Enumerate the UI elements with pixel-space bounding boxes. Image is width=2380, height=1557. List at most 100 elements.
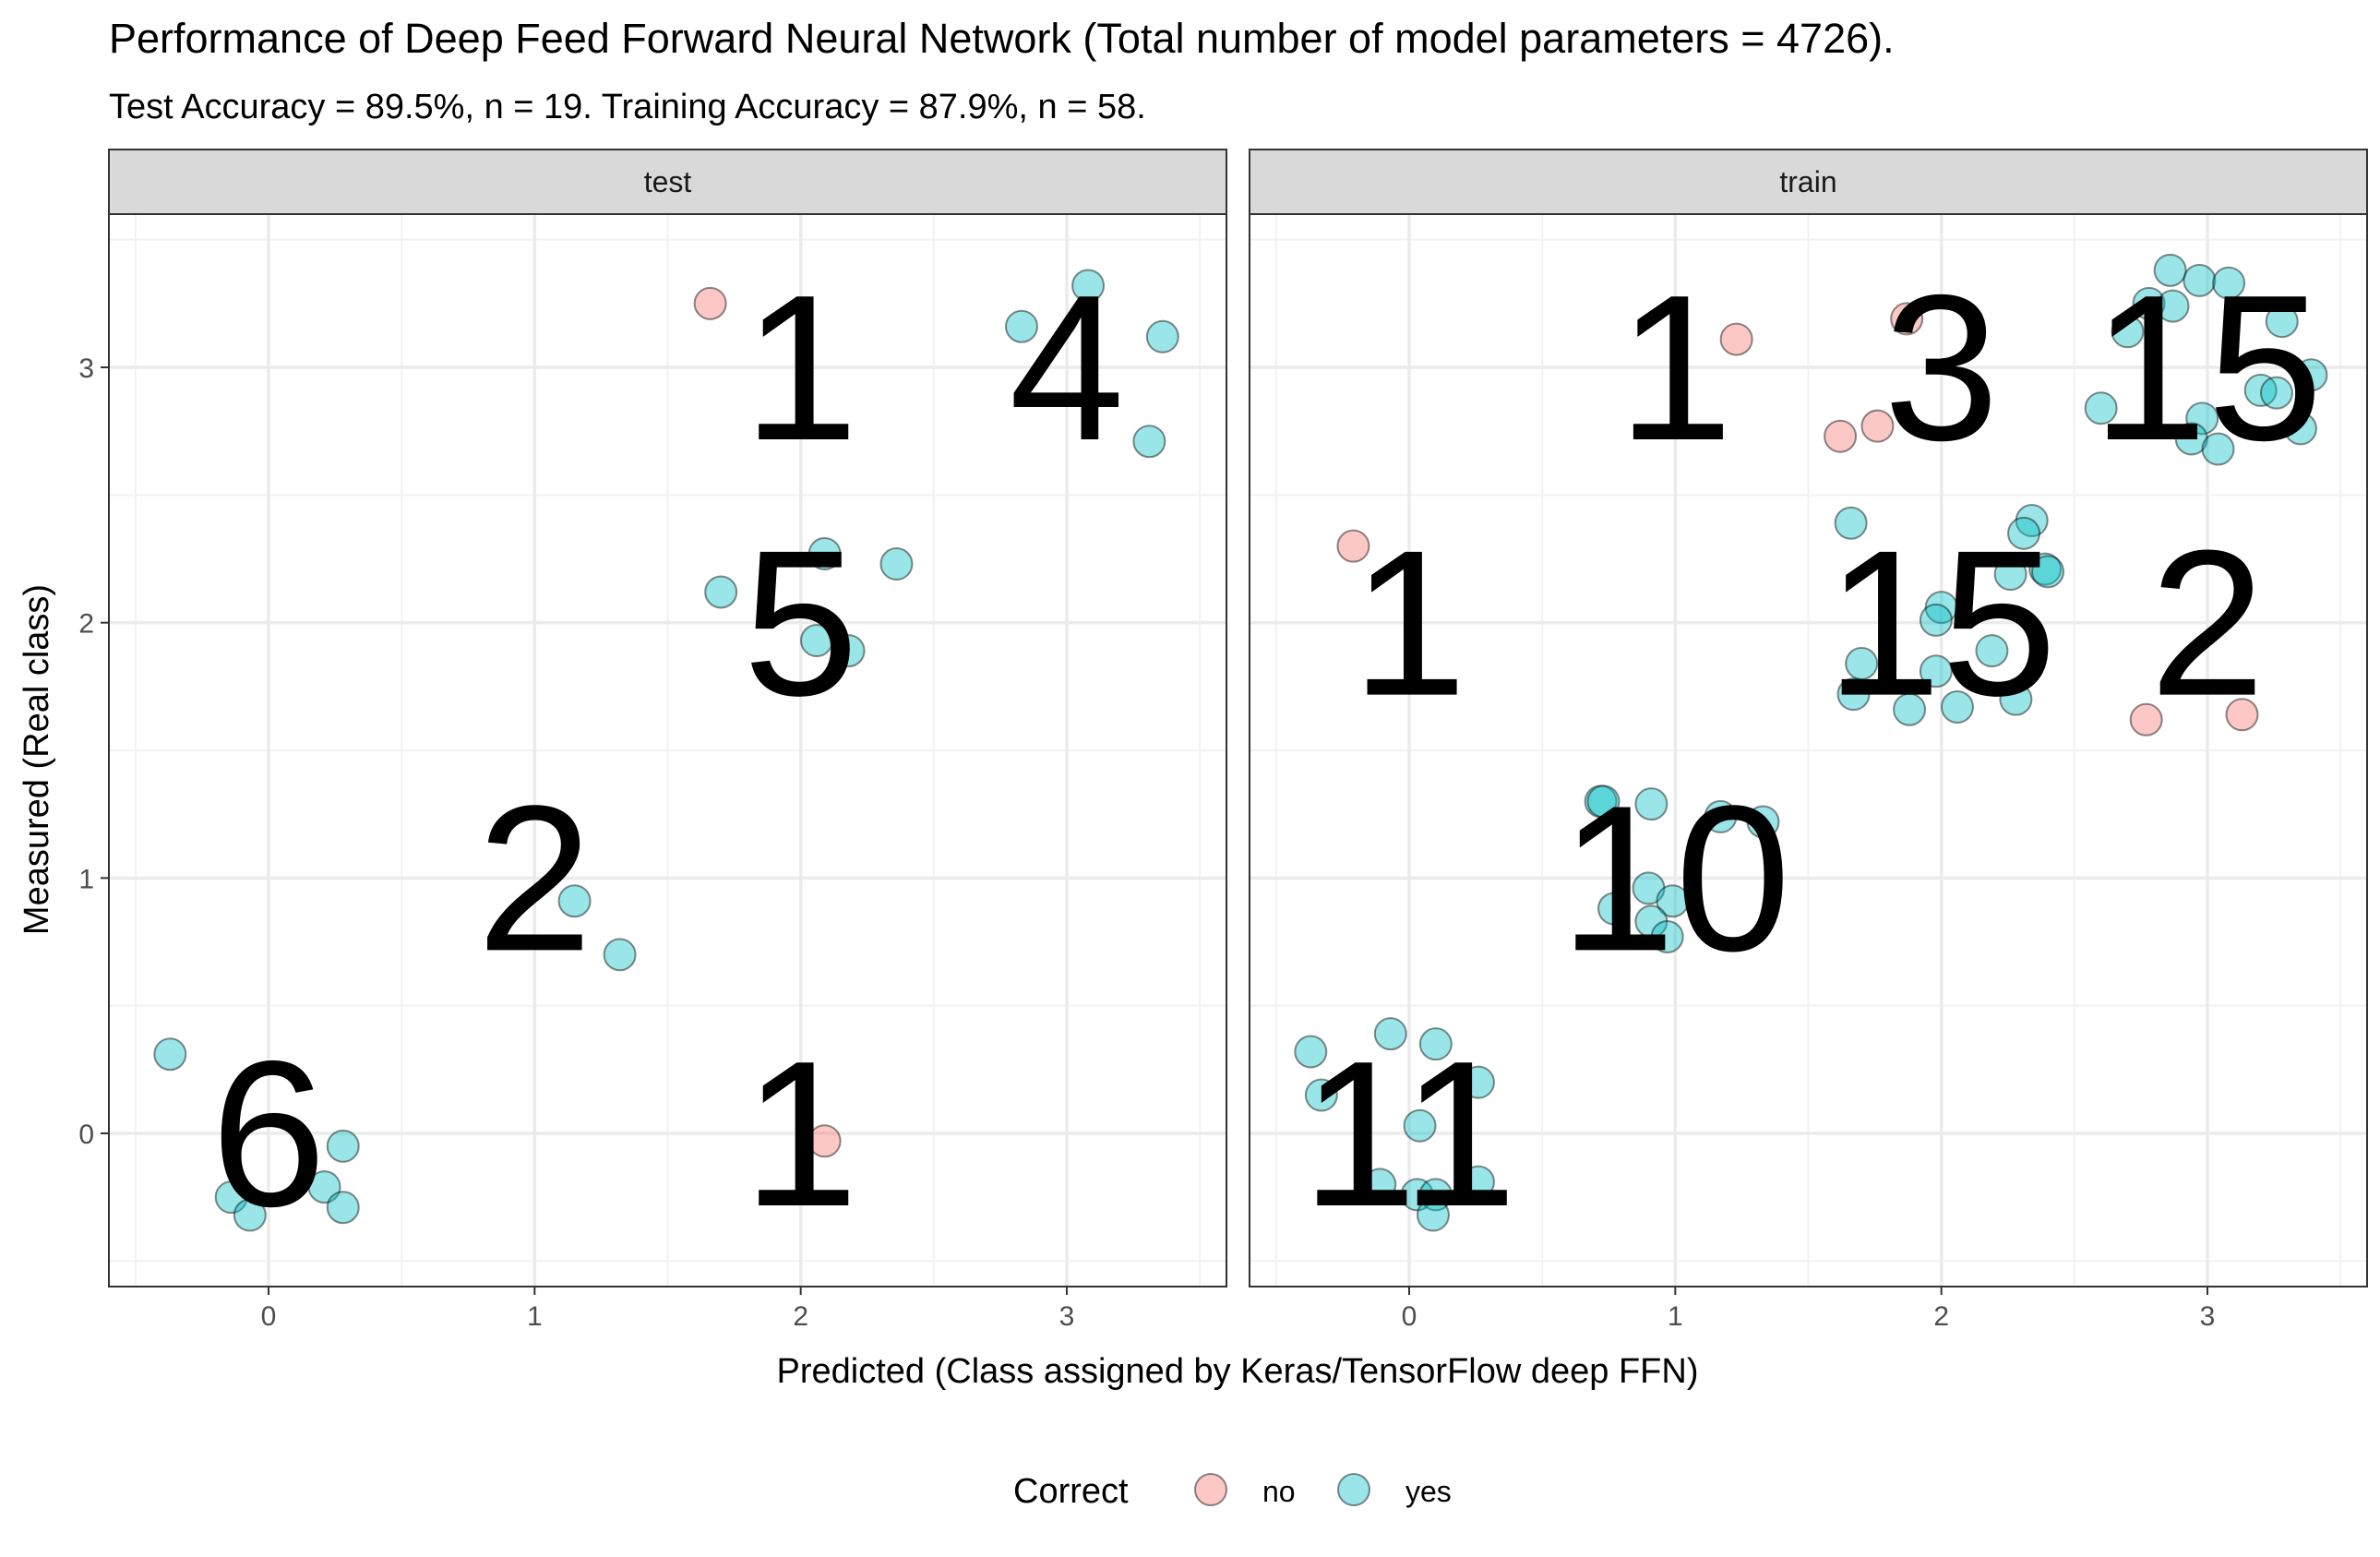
legend-title: Correct <box>1013 1472 1129 1511</box>
data-point-yes <box>2265 305 2299 339</box>
legend-key-yes <box>1337 1473 1370 1506</box>
data-point-yes <box>1919 654 1953 689</box>
x-tick-label: 2 <box>793 1301 808 1332</box>
data-point-no <box>1860 409 1895 443</box>
count-label: 10 <box>1560 761 1790 994</box>
data-point-yes <box>603 938 637 972</box>
data-point-yes <box>1746 805 1780 839</box>
x-tick-label: 2 <box>1933 1301 1949 1332</box>
data-point-yes <box>1416 1198 1450 1232</box>
data-point-yes <box>1418 1178 1453 1212</box>
facet-strip-label: test <box>644 165 692 198</box>
data-point-yes <box>326 1129 360 1163</box>
facet-strip <box>108 149 1227 215</box>
facet-strip-label: train <box>1779 165 1836 198</box>
data-point-no <box>1336 529 1370 563</box>
x-tick-label: 1 <box>1668 1301 1683 1332</box>
data-point-yes <box>1634 787 1668 821</box>
data-point-yes <box>1304 1078 1338 1112</box>
y-tick-label: 3 <box>78 353 94 384</box>
data-point-yes <box>2212 266 2246 300</box>
y-tick-label: 2 <box>78 609 94 640</box>
data-point-yes <box>1597 892 1632 926</box>
data-point-yes <box>1940 689 1974 724</box>
major-gridlines <box>1250 214 2367 1287</box>
x-axis-ticks: 0 1 2 3 <box>1402 1287 2216 1332</box>
data-point-yes <box>2259 376 2293 410</box>
data-point-yes <box>2084 391 2118 425</box>
x-tick-label: 3 <box>2200 1301 2216 1332</box>
data-point-yes <box>1993 557 2027 592</box>
y-axis-ticks: 0 1 2 3 <box>78 353 109 1150</box>
x-tick-label: 1 <box>527 1301 543 1332</box>
data-point-yes <box>233 1198 267 1232</box>
data-point-yes <box>799 624 833 658</box>
data-point-yes <box>2201 432 2235 466</box>
data-point-yes <box>2156 289 2190 323</box>
data-point-yes <box>2015 504 2049 537</box>
count-label: 1 <box>1618 251 1733 484</box>
count-label: 11 <box>1301 1017 1517 1250</box>
data-point-yes <box>1584 784 1618 819</box>
data-point-yes <box>1924 591 1958 625</box>
panel-border <box>108 213 1227 1288</box>
count-label: 1 <box>743 1017 858 1250</box>
y-tick-label: 0 <box>78 1120 94 1150</box>
data-point-yes <box>2174 422 2208 456</box>
count-label: 2 <box>477 761 592 994</box>
legend-key-no <box>1194 1473 1227 1506</box>
data-point-yes <box>1704 799 1738 833</box>
x-axis-ticks: 0 1 2 3 <box>261 1287 1074 1332</box>
data-point-yes <box>1975 634 2009 668</box>
chart-subtitle: Test Accuracy = 89.5%, n = 19. Training … <box>109 88 1146 126</box>
data-point-yes <box>2183 263 2217 297</box>
data-point-yes <box>807 536 842 570</box>
data-point-yes <box>2243 373 2278 407</box>
major-gridlines <box>109 214 1226 1287</box>
count-label: 15 <box>1826 507 2057 739</box>
legend-label-no: no <box>1262 1475 1296 1508</box>
data-point-yes <box>1656 884 1690 918</box>
data-point-yes <box>1461 1165 1495 1199</box>
legend-entry-no: no <box>1194 1473 1296 1508</box>
data-point-yes <box>2185 401 2219 436</box>
data-point-yes <box>214 1180 248 1215</box>
data-point-no <box>1824 419 1858 453</box>
data-point-yes <box>1403 1108 1437 1143</box>
data-point-yes <box>1836 677 1871 712</box>
chart-title: Performance of Deep Feed Forward Neural … <box>109 15 1895 62</box>
facet-strip <box>1249 149 2368 215</box>
data-point-no <box>1719 322 1753 356</box>
y-tick-label: 1 <box>78 864 94 894</box>
panel-border <box>1249 213 2368 1288</box>
data-point-yes <box>831 634 866 668</box>
data-point-no <box>1890 302 1924 336</box>
count-label: 3 <box>1884 251 1999 484</box>
data-point-yes <box>1004 309 1038 343</box>
data-point-yes <box>1373 1017 1407 1051</box>
data-point-yes <box>1132 425 1166 459</box>
data-point-yes <box>1400 1178 1434 1212</box>
data-point-yes <box>1071 269 1106 303</box>
data-point-yes <box>1461 1065 1495 1099</box>
data-point-yes <box>557 884 592 918</box>
minor-gridlines <box>109 214 1226 1287</box>
data-points <box>153 269 1179 1232</box>
data-point-no <box>2129 702 2163 737</box>
count-label: 4 <box>1009 251 1124 484</box>
count-label: 1 <box>1351 507 1466 739</box>
data-point-yes <box>1363 1168 1397 1202</box>
data-point-yes <box>1893 692 1927 726</box>
data-point-yes <box>1632 871 1666 905</box>
data-point-yes <box>704 575 738 609</box>
data-point-yes <box>1650 919 1684 953</box>
data-point-no <box>2225 698 2259 732</box>
data-point-yes <box>1145 319 1179 353</box>
x-axis-label: Predicted (Class assigned by Keras/Tenso… <box>777 1352 1699 1391</box>
data-point-yes <box>1834 506 1868 540</box>
data-point-yes <box>879 547 914 581</box>
x-tick-label: 0 <box>261 1301 277 1332</box>
